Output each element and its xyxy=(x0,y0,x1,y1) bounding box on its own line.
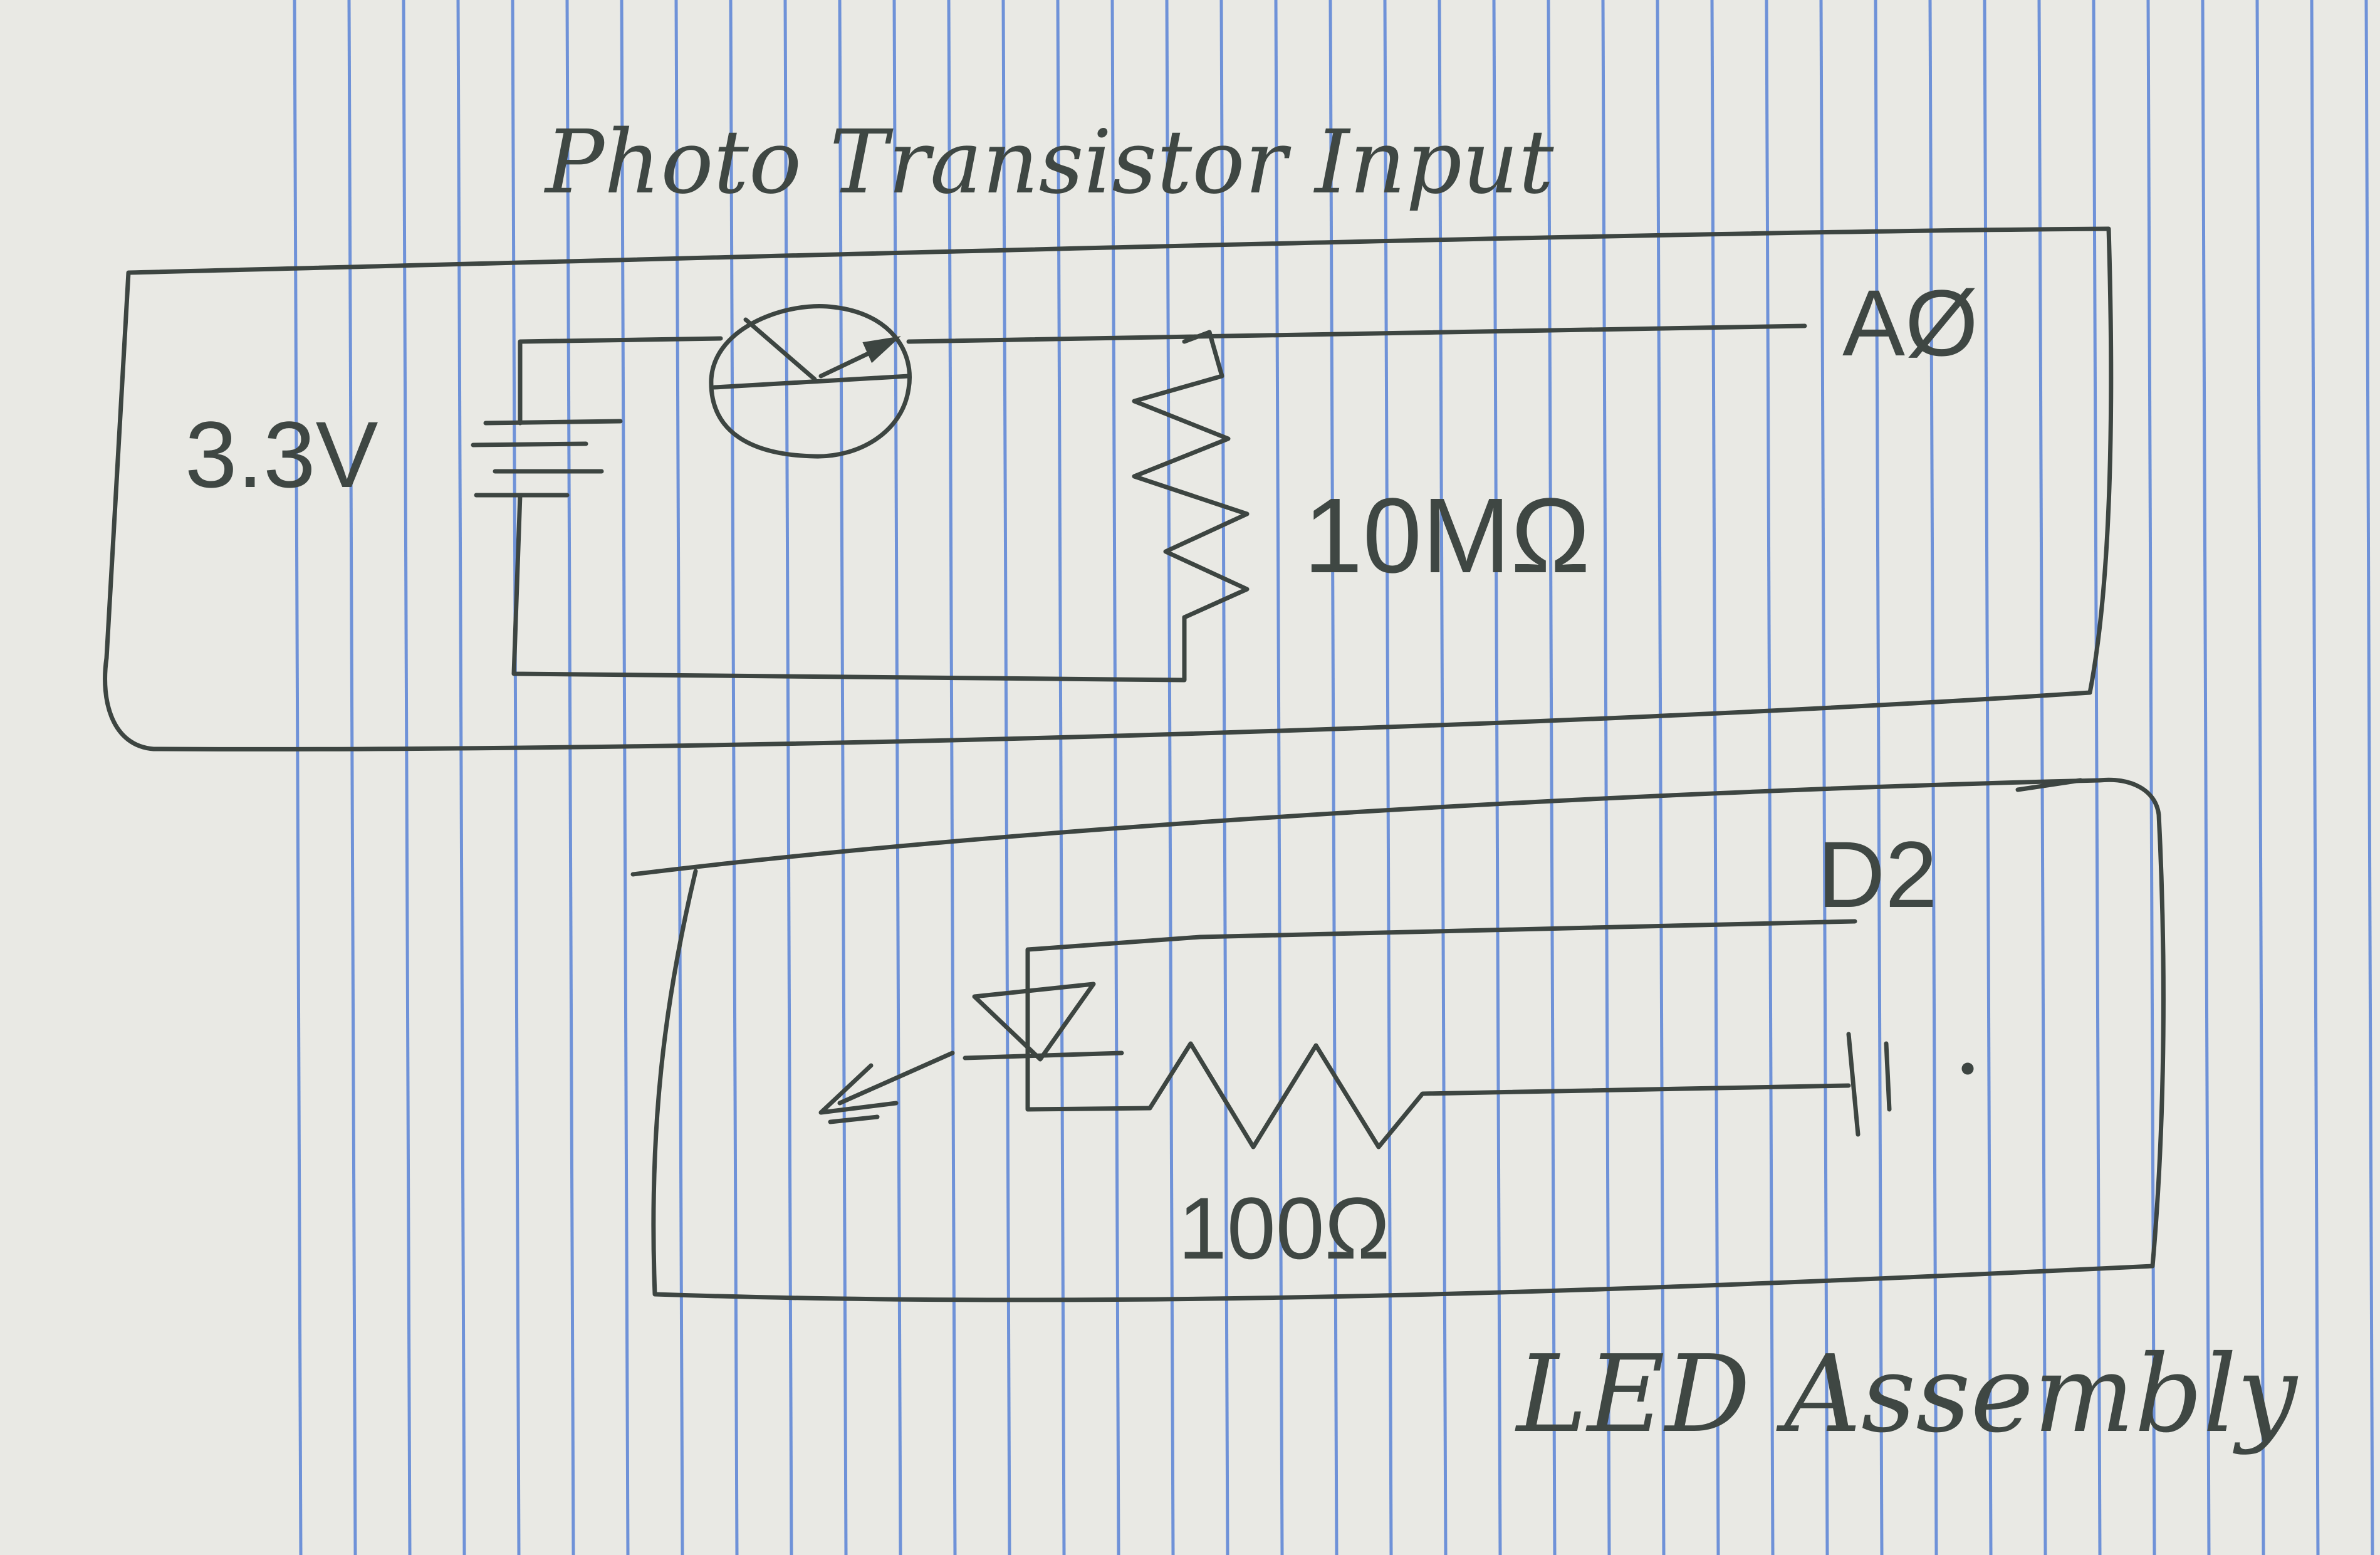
resistor-10m-label: 10MΩ xyxy=(1303,476,1590,595)
paper-rule-line xyxy=(1547,0,1557,1555)
battery-symbol xyxy=(471,419,623,498)
supply-voltage-label: 3.3V xyxy=(185,402,378,507)
paper-rule-line xyxy=(347,0,357,1555)
photo-section-title: Photo Transistor Input xyxy=(545,112,1554,214)
paper-rule-line xyxy=(456,0,466,1555)
paper-rule-line xyxy=(1819,0,1829,1555)
paper-rule-line xyxy=(293,0,303,1555)
paper-rule-line xyxy=(511,0,521,1555)
paper-rule-line xyxy=(1928,0,1938,1555)
paper-rule-line xyxy=(1165,0,1175,1555)
led-input-pin-label: D2 xyxy=(1817,822,1938,927)
led-box-corner-mark xyxy=(2015,778,2083,792)
paper-rule-line xyxy=(1601,0,1611,1555)
paper-rule-line xyxy=(1110,0,1120,1555)
paper-rule-line xyxy=(1765,0,1775,1555)
paper-rule-line xyxy=(2146,0,2156,1555)
resistor-100-label: 100Ω xyxy=(1178,1179,1391,1277)
ground-symbol xyxy=(1846,1032,1974,1137)
output-pin-label: AØ xyxy=(1842,270,1978,375)
paper-rule-line xyxy=(1874,0,1884,1555)
paper-rule-line xyxy=(402,0,412,1555)
paper-rule-line xyxy=(838,0,848,1555)
paper-rule-line xyxy=(1001,0,1011,1555)
paper-rule-line xyxy=(947,0,957,1555)
output-wire xyxy=(906,323,1807,344)
d2-wire xyxy=(1025,919,1857,1112)
paper-rule-line xyxy=(2364,0,2374,1555)
paper-rule-line xyxy=(1219,0,1229,1555)
paper-rule-line xyxy=(2037,0,2047,1555)
paper-rule-line xyxy=(2092,0,2102,1555)
paper-rule-line xyxy=(1710,0,1720,1555)
resistor-100-zigzag xyxy=(1147,1041,1851,1149)
resistor-10m-zigzag xyxy=(1132,330,1250,620)
led-section-border xyxy=(630,777,2166,1302)
paper-rule-line xyxy=(2255,0,2265,1555)
photo-section-border xyxy=(103,226,2114,751)
paper-rule-line xyxy=(2201,0,2211,1555)
led-diode-symbol xyxy=(818,982,1124,1124)
paper-rule-line xyxy=(1056,0,1066,1555)
paper-rule-line xyxy=(1983,0,1993,1555)
paper-rule-line xyxy=(1492,0,1502,1555)
led-section-title: LED Assembly xyxy=(1516,1332,2297,1457)
paper-rule-line xyxy=(892,0,902,1555)
supply-wire xyxy=(511,336,1187,683)
paper-rule-line xyxy=(2310,0,2320,1555)
phototransistor-symbol xyxy=(709,304,912,459)
paper-rule-line xyxy=(1656,0,1666,1555)
